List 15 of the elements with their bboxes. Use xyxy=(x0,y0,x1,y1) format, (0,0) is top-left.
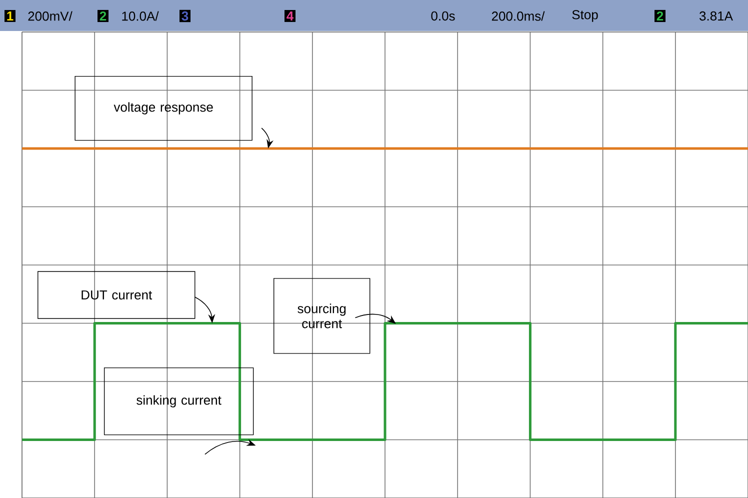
text: Stop xyxy=(572,10,598,22)
text: 4 xyxy=(286,12,294,20)
text: voltage response xyxy=(114,102,213,114)
text: 1 xyxy=(7,12,14,20)
text: 2 xyxy=(656,11,664,21)
annotation: DUT current xyxy=(82,290,152,300)
text: 10.0A/ xyxy=(122,11,159,21)
annotation: sinking current xyxy=(136,395,222,408)
text: 200mV/ xyxy=(28,11,72,21)
text: 2 xyxy=(100,11,106,21)
annotation: sourcing current xyxy=(298,304,346,328)
text: 3 xyxy=(182,11,188,21)
text: 200.0ms/ xyxy=(492,11,545,21)
text: 0.0s xyxy=(431,11,455,21)
text: 3.81A xyxy=(700,11,733,21)
